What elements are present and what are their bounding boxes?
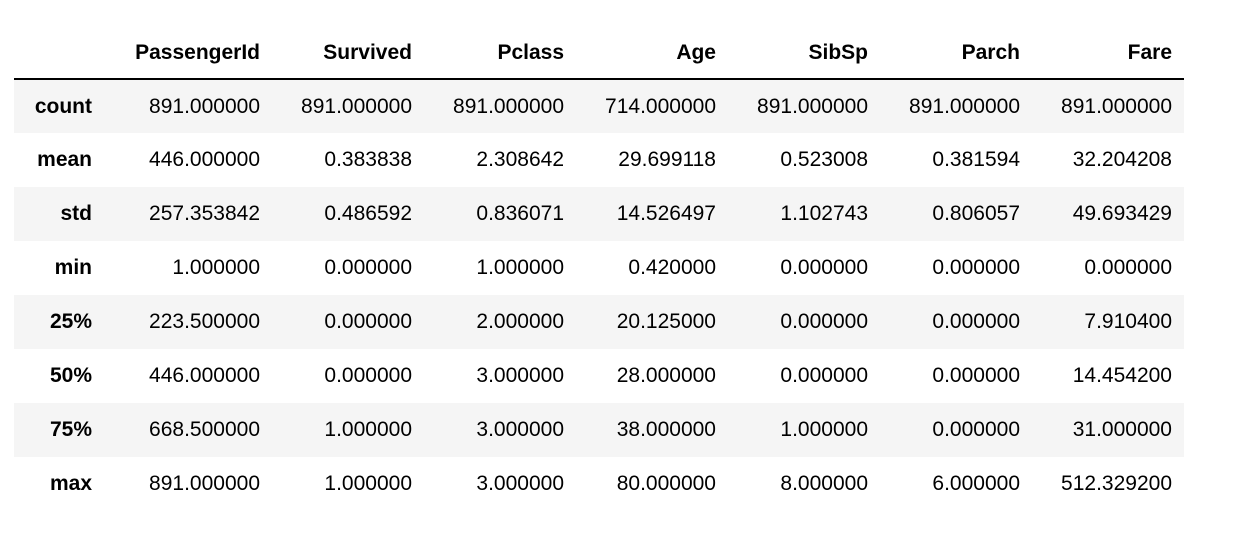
table-cell: 0.000000 (780, 310, 868, 333)
table-cell: 6.000000 (932, 472, 1020, 495)
table-cell: 446.000000 (149, 148, 260, 171)
row-label: max (49, 472, 92, 495)
table-cell: 0.000000 (932, 364, 1020, 387)
column-header: SibSp (728, 28, 880, 80)
table-cell: 0.000000 (780, 256, 868, 279)
table-cell: 0.836071 (476, 202, 564, 225)
table-cell: 891.000000 (453, 94, 564, 118)
table-cell: 0.381594 (932, 148, 1020, 171)
table-cell: 32.204208 (1072, 148, 1172, 171)
table-cell: 891.000000 (757, 94, 868, 118)
table-row: mean 446.000000 0.383838 2.308642 29.699118 0… (14, 133, 1184, 187)
table-cell: 1.000000 (172, 256, 260, 279)
table-cell: 0.000000 (1084, 256, 1172, 279)
table-cell: 0.000000 (932, 310, 1020, 333)
table-cell: 29.699118 (618, 148, 716, 171)
table-cell: 1.000000 (476, 256, 564, 279)
table-cell: 7.910400 (1084, 310, 1172, 333)
table-cell: 3.000000 (476, 364, 564, 387)
table-cell: 0.000000 (324, 364, 412, 387)
table-cell: 31.000000 (1072, 418, 1172, 441)
row-label: std (60, 202, 93, 225)
row-label: mean (37, 148, 92, 171)
table-cell: 3.000000 (476, 418, 564, 441)
table-cell: 28.000000 (616, 364, 716, 387)
table-cell: 14.454200 (1072, 364, 1172, 387)
table-cell: 891.000000 (909, 94, 1020, 118)
column-header: Parch (880, 28, 1032, 80)
describe-table: PassengerId Survived Pclass Age SibSp Parch Fa… (14, 28, 1184, 511)
row-label: 50% (49, 364, 92, 387)
table-cell: 3.000000 (476, 472, 564, 495)
header-row: PassengerId Survived Pclass Age SibSp Parch Fa… (14, 28, 1184, 80)
table-cell: 14.526497 (616, 202, 716, 225)
table-cell: 0.486592 (324, 202, 412, 225)
table-cell: 512.329200 (1061, 472, 1172, 495)
column-header: Fare (1032, 28, 1184, 80)
column-header: Survived (272, 28, 424, 80)
table-cell: 0.420000 (628, 256, 716, 279)
table-cell: 446.000000 (149, 364, 260, 387)
row-label: min (54, 256, 92, 279)
table-cell: 1.102743 (780, 202, 868, 225)
table-cell: 891.000000 (149, 472, 260, 495)
table-cell: 0.000000 (932, 418, 1020, 441)
table-cell: 0.000000 (324, 310, 412, 333)
column-header: Pclass (424, 28, 576, 80)
table-row: 25% 223.500000 0.000000 2.000000 20.125000 0.… (14, 295, 1184, 349)
table-cell: 891.000000 (149, 94, 260, 118)
table-cell: 1.000000 (324, 418, 412, 441)
table-row: 50% 446.000000 0.000000 3.000000 28.000000 0.… (14, 349, 1184, 403)
table-cell: 49.693429 (1072, 202, 1172, 225)
index-header (14, 28, 120, 80)
table-cell: 0.383838 (324, 148, 412, 171)
table-cell: 0.806057 (932, 202, 1020, 225)
table-cell: 2.000000 (476, 310, 564, 333)
table-cell: 1.000000 (324, 472, 412, 495)
table-cell: 668.500000 (149, 418, 260, 441)
table-cell: 891.000000 (1061, 94, 1172, 118)
table-cell: 0.000000 (932, 256, 1020, 279)
table-cell: 223.500000 (149, 310, 260, 333)
column-header: Age (576, 28, 728, 80)
table-row: min 1.000000 0.000000 1.000000 0.420000 0.000… (14, 241, 1184, 295)
table-cell: 714.000000 (605, 94, 716, 118)
table-cell: 1.000000 (780, 418, 868, 441)
table-row: max 891.000000 1.000000 3.000000 80.000000 8.… (14, 457, 1184, 511)
table-row: std 257.353842 0.486592 0.836071 14.526497 1.… (14, 187, 1184, 241)
table-cell: 257.353842 (149, 202, 260, 225)
table-row: 75% 668.500000 1.000000 3.000000 38.000000 1.… (14, 403, 1184, 457)
table-cell: 0.523008 (780, 148, 868, 171)
row-label: 75% (49, 418, 92, 441)
table-cell: 0.000000 (780, 364, 868, 387)
table-cell: 891.000000 (301, 94, 412, 118)
row-label: count (34, 94, 92, 118)
table-cell: 80.000000 (616, 472, 716, 495)
table-cell: 38.000000 (616, 418, 716, 441)
table-row: count 891.000000 891.000000 891.000000 714.0… (14, 79, 1184, 133)
table-cell: 8.000000 (780, 472, 868, 495)
table-cell: 2.308642 (476, 148, 564, 171)
column-header: PassengerId (120, 28, 272, 80)
table-cell: 0.000000 (324, 256, 412, 279)
row-label: 25% (49, 310, 92, 333)
table-cell: 20.125000 (616, 310, 716, 333)
